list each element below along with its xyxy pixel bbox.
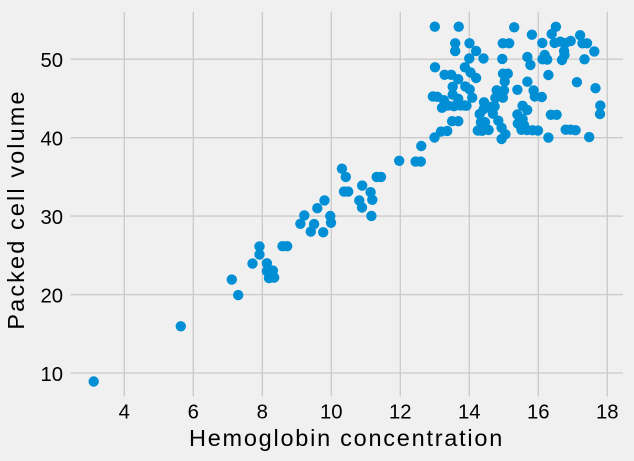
svg-text:10: 10	[40, 364, 63, 386]
svg-text:6: 6	[188, 401, 199, 423]
svg-text:18: 18	[596, 401, 619, 423]
svg-text:4: 4	[119, 401, 130, 423]
svg-text:10: 10	[320, 401, 343, 423]
svg-text:Hemoglobin concentration: Hemoglobin concentration	[189, 425, 504, 451]
svg-text:30: 30	[40, 207, 63, 229]
svg-text:8: 8	[257, 401, 268, 423]
svg-text:Packed cell volume: Packed cell volume	[3, 89, 29, 329]
svg-text:12: 12	[389, 401, 412, 423]
svg-text:20: 20	[40, 285, 63, 307]
svg-text:16: 16	[527, 401, 550, 423]
svg-text:40: 40	[40, 129, 63, 151]
svg-text:50: 50	[40, 50, 63, 72]
svg-text:14: 14	[458, 401, 481, 423]
